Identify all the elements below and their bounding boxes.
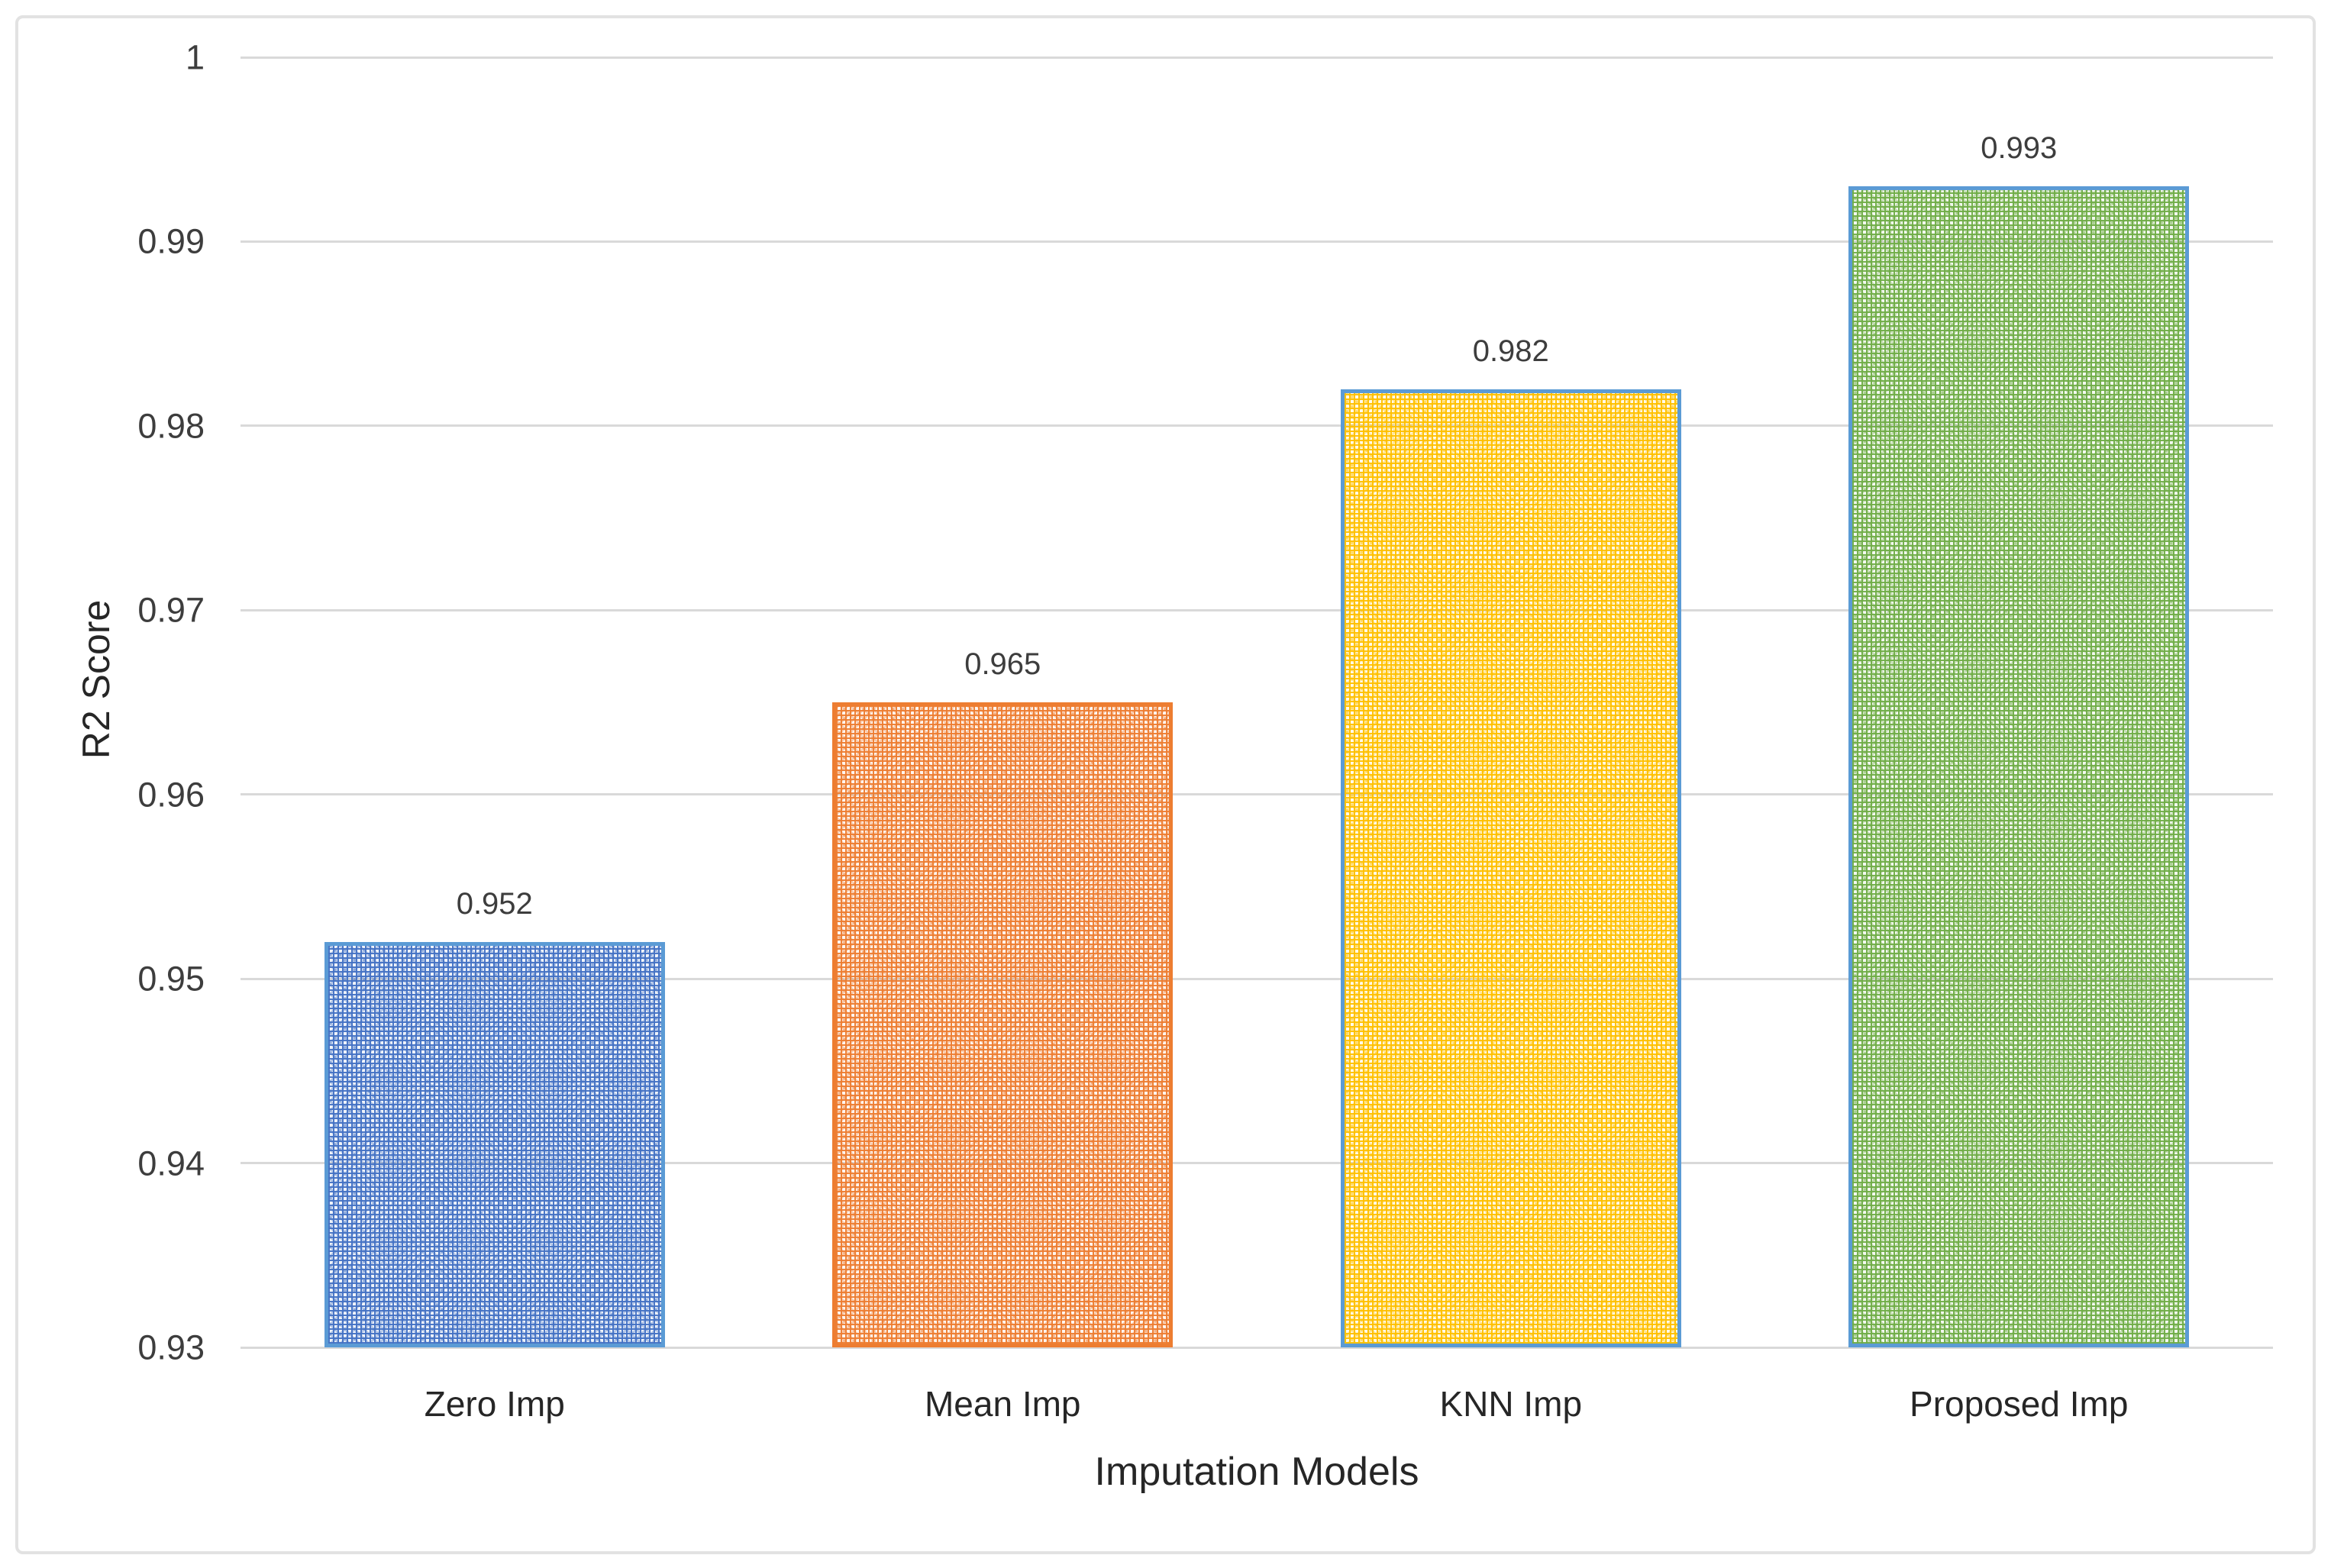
gridline <box>241 240 2273 243</box>
bar-value-label: 0.965 <box>964 647 1041 681</box>
y-tick-label: 0.95 <box>137 959 205 999</box>
x-axis-title: Imputation Models <box>1094 1450 1419 1494</box>
y-tick-label: 0.98 <box>137 406 205 446</box>
gridline <box>241 424 2273 427</box>
gridline <box>241 56 2273 59</box>
bar-value-label: 0.952 <box>456 886 533 921</box>
gridline <box>241 793 2273 796</box>
x-tick-label-mean-imp: Mean Imp <box>924 1384 1081 1424</box>
bar-proposed-imp <box>1848 186 2190 1347</box>
y-axis-title: R2 Score <box>75 599 118 760</box>
bar-value-label: 0.982 <box>1472 334 1549 368</box>
y-tick-label: 1 <box>185 37 205 77</box>
bar-mean-imp <box>832 702 1174 1347</box>
y-tick-label: 0.96 <box>137 775 205 815</box>
gridline <box>241 1346 2273 1349</box>
y-tick-label: 0.99 <box>137 221 205 261</box>
y-tick-label: 0.94 <box>137 1144 205 1183</box>
x-tick-label-zero-imp: Zero Imp <box>424 1384 565 1424</box>
x-tick-label-proposed-imp: Proposed Imp <box>1910 1384 2129 1424</box>
gridline <box>241 977 2273 980</box>
plot-area <box>241 56 2273 1349</box>
gridline <box>241 608 2273 611</box>
bar-knn-imp <box>1340 389 1681 1347</box>
y-tick-label: 0.97 <box>137 590 205 630</box>
bar-zero-imp <box>324 941 665 1347</box>
y-tick-label: 0.93 <box>137 1328 205 1367</box>
x-tick-label-knn-imp: KNN Imp <box>1439 1384 1583 1424</box>
bar-value-label: 0.993 <box>1981 131 2058 165</box>
gridline <box>241 1162 2273 1165</box>
